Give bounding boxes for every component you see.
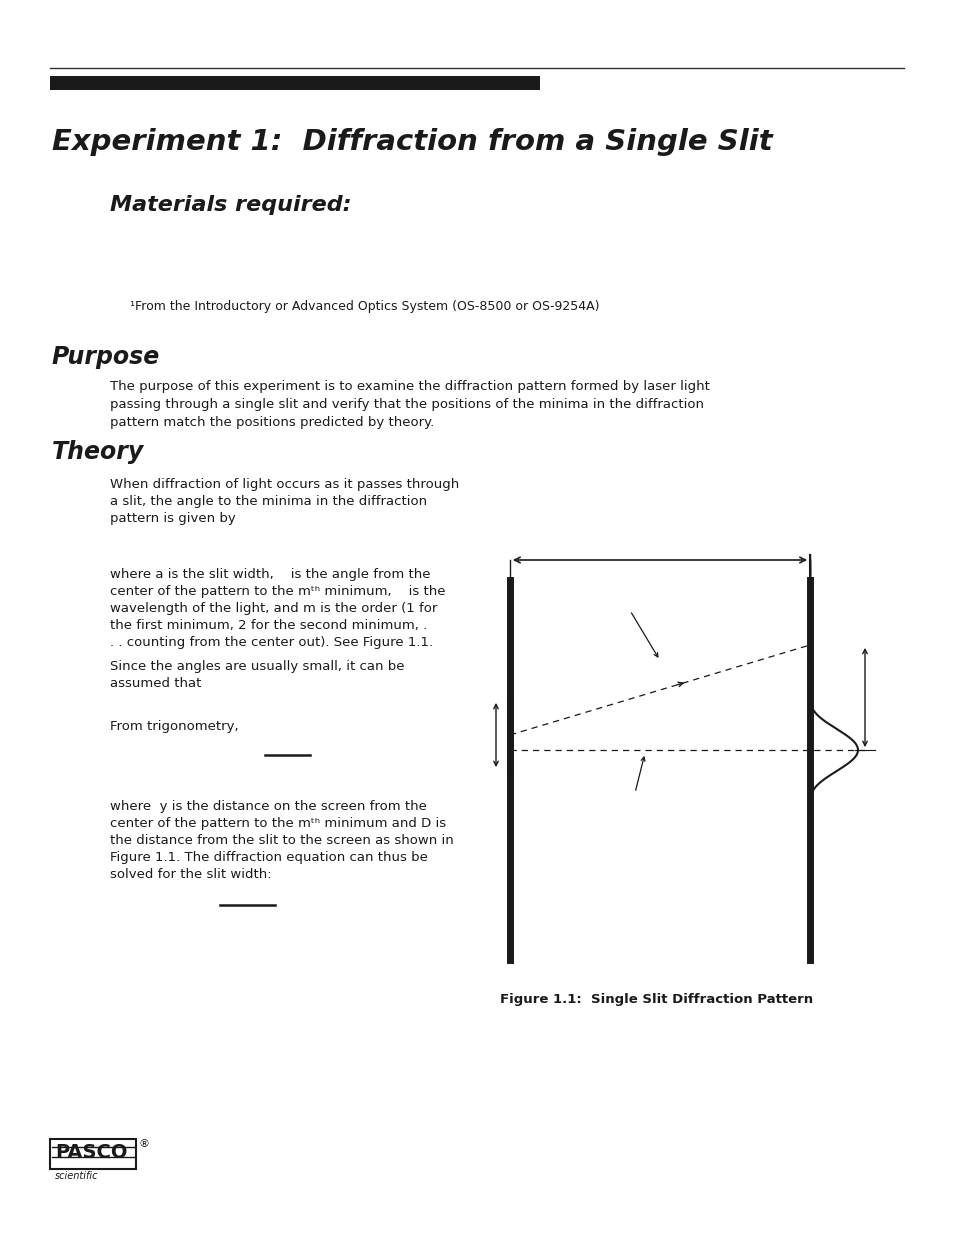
Text: ®: ® xyxy=(139,1139,150,1149)
Text: a slit, the angle to the minima in the diffraction: a slit, the angle to the minima in the d… xyxy=(110,495,427,508)
Text: Since the angles are usually small, it can be: Since the angles are usually small, it c… xyxy=(110,659,404,673)
Text: center of the pattern to the mᵗʰ minimum,    is the: center of the pattern to the mᵗʰ minimum… xyxy=(110,585,445,598)
Text: center of the pattern to the mᵗʰ minimum and D is: center of the pattern to the mᵗʰ minimum… xyxy=(110,818,446,830)
Text: Figure 1.1:  Single Slit Diffraction Pattern: Figure 1.1: Single Slit Diffraction Patt… xyxy=(499,993,812,1007)
Text: Materials required:: Materials required: xyxy=(110,195,351,215)
Text: Experiment 1:  Diffraction from a Single Slit: Experiment 1: Diffraction from a Single … xyxy=(52,128,772,156)
Text: passing through a single slit and verify that the positions of the minima in the: passing through a single slit and verify… xyxy=(110,398,703,411)
Text: ¹From the Introductory or Advanced Optics System (OS-8500 or OS-9254A): ¹From the Introductory or Advanced Optic… xyxy=(130,300,598,312)
Text: Purpose: Purpose xyxy=(52,345,160,369)
Text: the first minimum, 2 for the second minimum, .: the first minimum, 2 for the second mini… xyxy=(110,619,427,632)
Text: pattern match the positions predicted by theory.: pattern match the positions predicted by… xyxy=(110,416,434,429)
Text: From trigonometry,: From trigonometry, xyxy=(110,720,238,734)
Text: . . counting from the center out). See Figure 1.1.: . . counting from the center out). See F… xyxy=(110,636,433,650)
Text: The purpose of this experiment is to examine the diffraction pattern formed by l: The purpose of this experiment is to exa… xyxy=(110,380,709,393)
Text: where a is the slit width,    is the angle from the: where a is the slit width, is the angle … xyxy=(110,568,430,580)
Text: wavelength of the light, and m is the order (1 for: wavelength of the light, and m is the or… xyxy=(110,601,436,615)
Text: Theory: Theory xyxy=(52,440,144,464)
Text: assumed that: assumed that xyxy=(110,677,201,690)
Text: where  y is the distance on the screen from the: where y is the distance on the screen fr… xyxy=(110,800,426,813)
Text: scientific: scientific xyxy=(55,1171,98,1181)
Text: the distance from the slit to the screen as shown in: the distance from the slit to the screen… xyxy=(110,834,454,847)
Text: pattern is given by: pattern is given by xyxy=(110,513,235,525)
Bar xyxy=(50,1139,136,1170)
Text: When diffraction of light occurs as it passes through: When diffraction of light occurs as it p… xyxy=(110,478,458,492)
Text: Figure 1.1. The diffraction equation can thus be: Figure 1.1. The diffraction equation can… xyxy=(110,851,428,864)
Text: PASCO: PASCO xyxy=(55,1142,128,1161)
Text: solved for the slit width:: solved for the slit width: xyxy=(110,868,272,881)
Bar xyxy=(50,77,539,90)
